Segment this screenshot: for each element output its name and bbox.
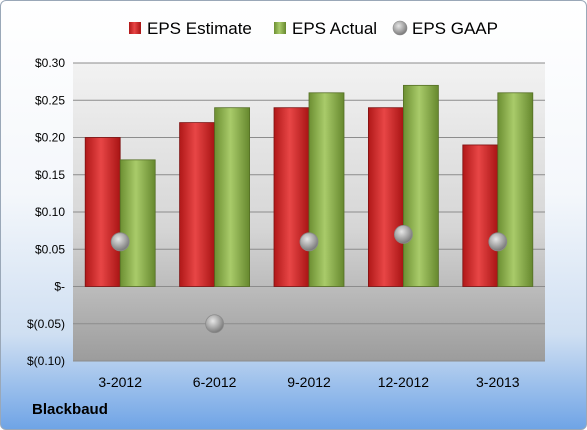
- x-tick-label: 6-2012: [193, 374, 237, 390]
- eps-actual-bar: [308, 92, 345, 287]
- legend-estimate-swatch: [129, 22, 141, 34]
- eps-estimate-bar: [462, 144, 499, 287]
- x-tick-label: 12-2012: [378, 374, 430, 390]
- bars: [84, 84, 534, 287]
- legend-estimate-label: EPS Estimate: [147, 19, 252, 38]
- y-tick-label: $-: [54, 280, 65, 294]
- eps-estimate-bar: [273, 107, 310, 287]
- eps-estimate-bar: [179, 122, 216, 287]
- eps-gaap-point: [488, 232, 508, 252]
- eps-actual-bar: [214, 107, 251, 287]
- eps-gaap-point: [393, 224, 413, 244]
- y-tick-label: $0.15: [35, 168, 65, 182]
- eps-actual-bar: [497, 92, 534, 287]
- x-tick-label: 9-2012: [287, 374, 331, 390]
- company-name: Blackbaud: [32, 401, 108, 418]
- x-tick-label: 3-2013: [476, 374, 520, 390]
- y-tick-label: $0.25: [35, 93, 65, 107]
- y-axis-labels: $0.30 $0.25 $0.20 $0.15 $0.10 $0.05 $- $(0.05) $…: [27, 56, 65, 368]
- x-axis-labels: 3-2012 6-2012 9-2012 12-2012 3-2013: [98, 374, 519, 390]
- x-tick-label: 3-2012: [98, 374, 142, 390]
- y-tick-label: $(0.10): [27, 354, 65, 368]
- eps-actual-bar: [119, 159, 156, 287]
- legend-actual-label: EPS Actual: [292, 19, 377, 38]
- eps-gaap-point: [299, 232, 319, 252]
- eps-actual-bar: [402, 84, 439, 287]
- eps-estimate-bar: [367, 107, 404, 287]
- eps-estimate-bar: [84, 137, 121, 287]
- legend: EPS Estimate EPS Actual EPS GAAP: [129, 19, 498, 38]
- y-tick-label: $0.10: [35, 205, 65, 219]
- legend-gaap-label: EPS GAAP: [412, 19, 498, 38]
- y-tick-label: $0.30: [35, 56, 65, 70]
- legend-gaap-swatch: [392, 20, 408, 36]
- eps-gaap-point: [110, 232, 130, 252]
- eps-gaap-point: [205, 314, 225, 334]
- legend-actual-swatch: [274, 22, 286, 34]
- y-tick-label: $0.05: [35, 242, 65, 256]
- gaap-points: [110, 224, 508, 334]
- y-tick-label: $0.20: [35, 131, 65, 145]
- y-tick-label: $(0.05): [27, 317, 65, 331]
